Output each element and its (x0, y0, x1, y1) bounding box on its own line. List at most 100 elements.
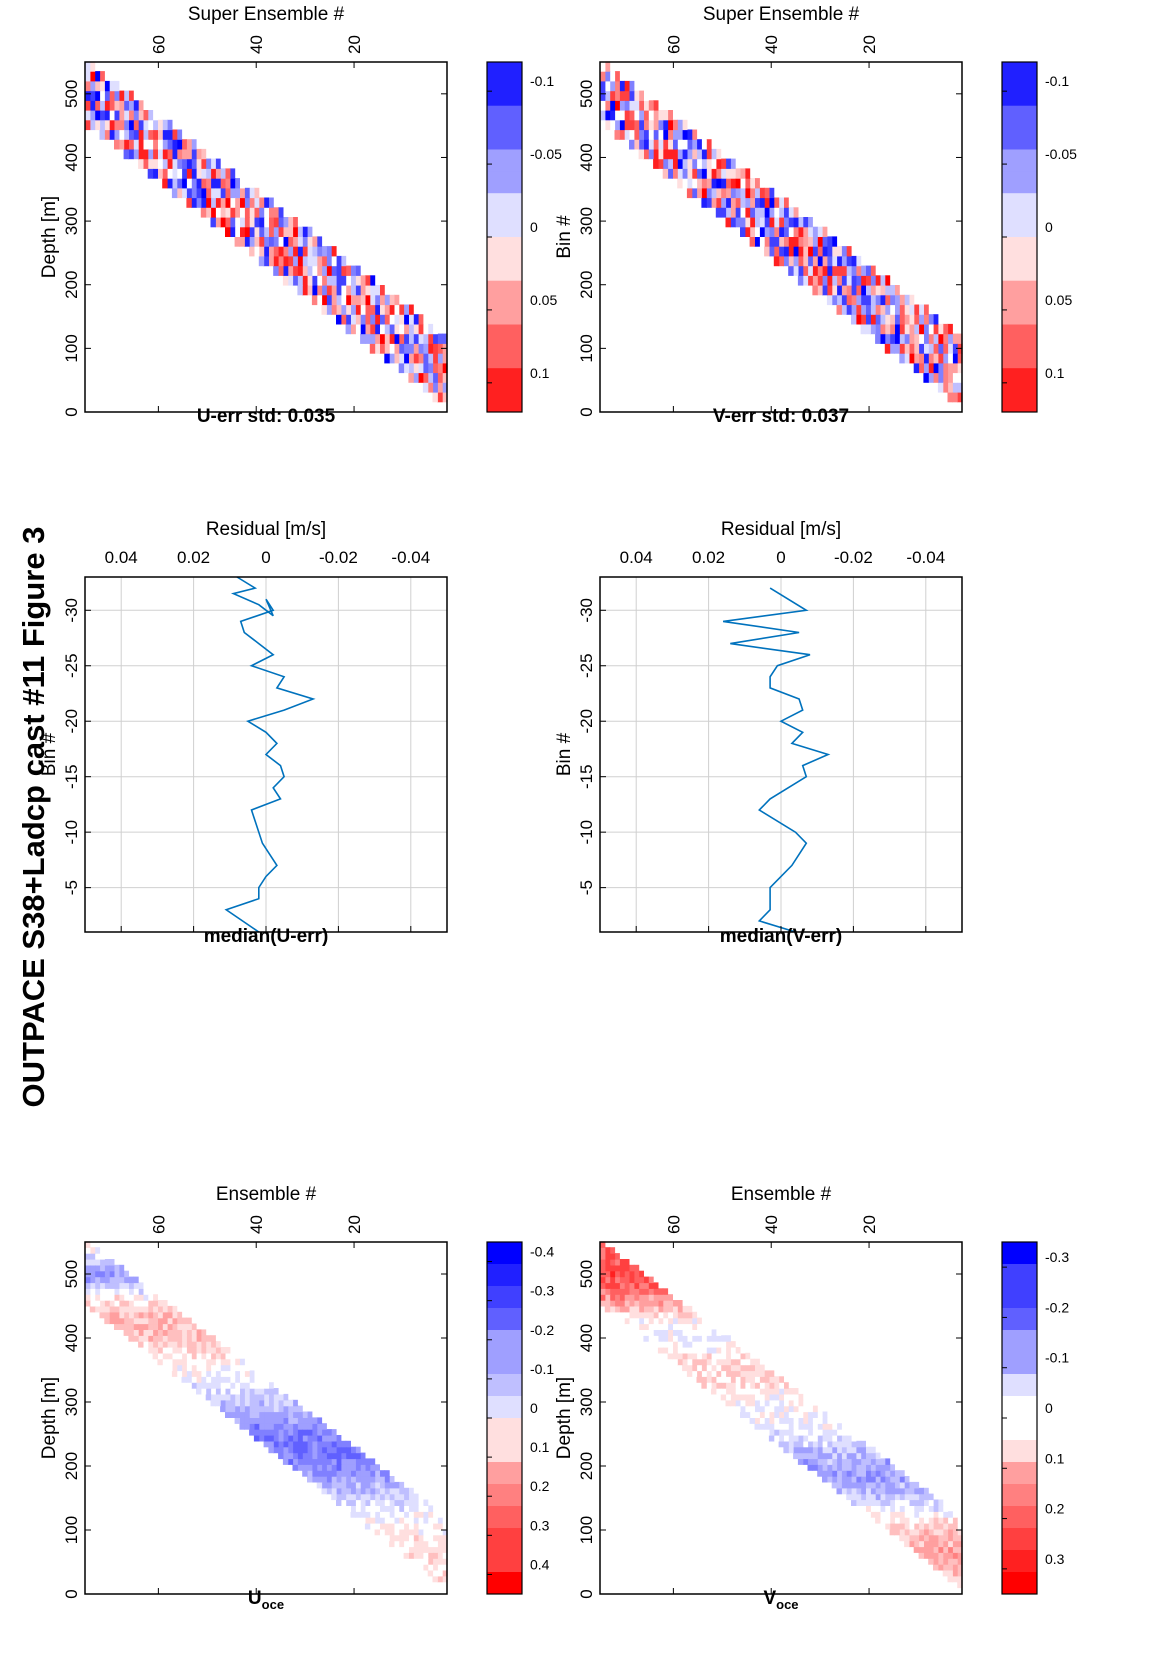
heatmap-cell (336, 1446, 342, 1454)
heatmap-cell (94, 1264, 101, 1272)
heatmap-cell (229, 226, 236, 237)
heatmap-cell (427, 1540, 434, 1548)
heatmap-cell (408, 1505, 414, 1512)
heatmap-cell (696, 1335, 702, 1342)
heatmap-cell (253, 1376, 260, 1383)
x-axis-label: Super Ensemble # (188, 4, 345, 25)
heatmap-cell (817, 255, 823, 267)
heatmap-cell (899, 353, 905, 364)
heatmap-cell (350, 1446, 356, 1454)
heatmap-cell (807, 1458, 813, 1465)
heatmap-cell (398, 1505, 405, 1512)
heatmap-cell (942, 382, 949, 393)
heatmap-cell (865, 1505, 871, 1512)
x-axis-label: Ensemble # (216, 1184, 317, 1205)
heatmap-cell (817, 236, 823, 247)
heatmap-cell (817, 1417, 823, 1424)
heatmap-cell (764, 1393, 770, 1401)
heatmap-cell (686, 178, 693, 189)
heatmap-cell (311, 1429, 318, 1436)
heatmap-cell (432, 1528, 438, 1536)
heatmap-cell (754, 217, 760, 228)
heatmap-cell (437, 1511, 443, 1518)
residual-tick-label: 0.02 (177, 548, 210, 567)
heatmap-cell (94, 80, 101, 92)
heatmap-cell (711, 1335, 717, 1342)
heatmap-cell (773, 217, 780, 228)
heatmap-cell (249, 1417, 255, 1424)
heatmap-cell (764, 1429, 770, 1436)
heatmap-cell (715, 1329, 722, 1336)
heatmap-cell (128, 1294, 134, 1301)
heatmap-cell (147, 1341, 154, 1348)
heatmap-cell (215, 1341, 221, 1348)
heatmap-cell (677, 1323, 683, 1330)
heatmap-cell (123, 1329, 129, 1336)
heatmap-cell (186, 187, 192, 199)
heatmap-cell (923, 1499, 929, 1506)
heatmap-cell (875, 1487, 881, 1495)
heatmap-cell (244, 1364, 250, 1372)
heatmap-cell (701, 1370, 707, 1377)
heatmap-cell (735, 207, 741, 218)
heatmap-cell (432, 343, 438, 354)
heatmap-cell (846, 1481, 852, 1489)
heatmap-cell (278, 236, 284, 247)
heatmap-cell (403, 1534, 410, 1542)
heatmap-cell (336, 1499, 342, 1506)
heatmap-cell (220, 217, 226, 228)
heatmap-cell (624, 1259, 630, 1266)
heatmap-cell (937, 1517, 944, 1524)
heatmap-cell (94, 1253, 101, 1260)
heatmap-cell (258, 236, 265, 247)
heatmap-cell (432, 1546, 438, 1553)
heatmap-cell (186, 1341, 192, 1348)
heatmap-cell (817, 1470, 823, 1477)
heatmap-cell (393, 1523, 400, 1530)
heatmap-cell (923, 353, 929, 364)
heatmap-cell (331, 294, 337, 306)
heatmap-cell (865, 294, 871, 306)
heatmap-cell (614, 1282, 620, 1289)
heatmap-cell (398, 333, 405, 344)
heatmap-cell (711, 1358, 717, 1366)
heatmap-cell (220, 1352, 226, 1360)
heatmap-cell (875, 1476, 881, 1483)
heatmap-cell (191, 1370, 197, 1377)
heatmap-cell (643, 1276, 649, 1284)
heatmap-cell (822, 275, 828, 286)
depth-tick-label: 400 (577, 143, 596, 171)
heatmap-cell (826, 1440, 833, 1448)
heatmap-cell (725, 1399, 731, 1407)
heatmap-cell (389, 1540, 395, 1548)
heatmap-cell (865, 265, 871, 276)
heatmap-cell (952, 372, 958, 383)
heatmap-cell (350, 294, 356, 306)
depth-tick-label: 400 (62, 143, 81, 171)
heatmap-cell (600, 100, 606, 111)
heatmap-cell (947, 343, 953, 354)
heatmap-cell (200, 1352, 207, 1360)
heatmap-cell (715, 1376, 722, 1383)
heatmap-cell (384, 1487, 390, 1495)
heatmap-cell (229, 1376, 236, 1383)
heatmap-cell (364, 1487, 371, 1495)
heatmap-cell (841, 1464, 847, 1471)
heatmap-cell (393, 294, 400, 306)
heatmap-cell (749, 1358, 755, 1366)
heatmap-cell (364, 333, 371, 344)
heatmap-cell (788, 236, 794, 247)
heatmap-cell (884, 1458, 891, 1465)
heatmap-cell (311, 255, 318, 267)
colorbar-swatch (487, 1263, 522, 1286)
heatmap-cell (316, 1452, 323, 1460)
colorbar-swatch (1002, 105, 1037, 128)
heatmap-cell (942, 1564, 949, 1571)
heatmap-cell (384, 1499, 390, 1506)
heatmap-cell (904, 343, 910, 354)
colorbar-tick-label: 0.1 (530, 1439, 550, 1455)
heatmap-cell (899, 1528, 905, 1536)
heatmap-cell (667, 139, 673, 150)
heatmap-cell (923, 1493, 929, 1501)
heatmap-cell (379, 1517, 385, 1524)
